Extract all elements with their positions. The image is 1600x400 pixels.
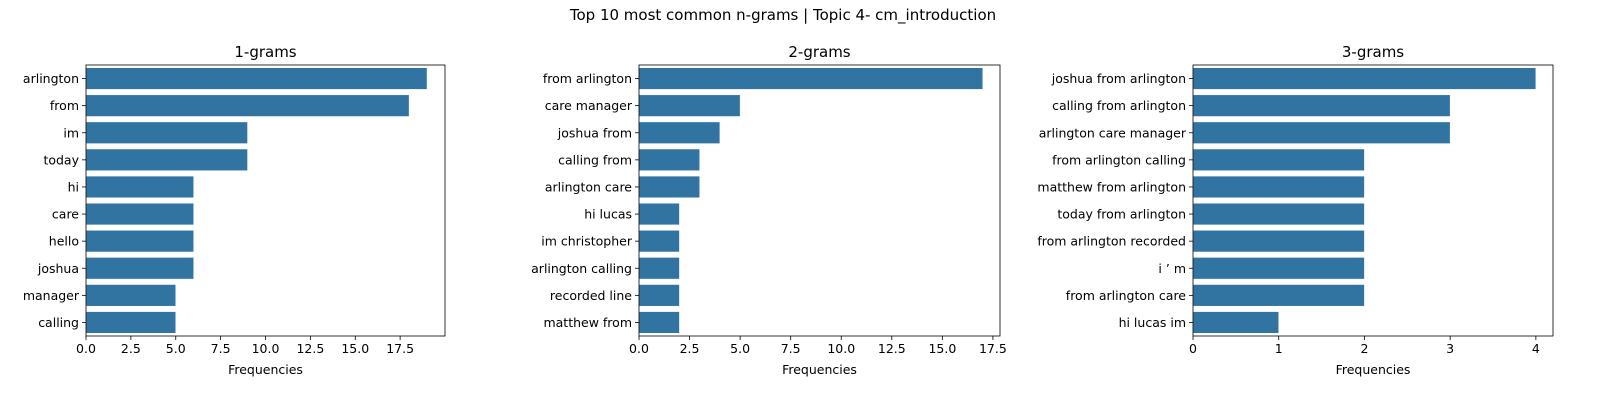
bar: [638, 67, 984, 90]
y-tick-label: care manager: [545, 98, 633, 113]
y-tick-label: from arlington: [543, 71, 632, 86]
y-tick-label: hi lucas: [584, 207, 632, 222]
x-tick-label: 2: [1360, 341, 1368, 356]
bar: [1192, 257, 1365, 280]
y-tick-label: joshua: [37, 261, 79, 276]
bar: [638, 175, 700, 199]
y-tick-label: joshua from: [557, 125, 632, 140]
y-tick-label: calling from: [558, 152, 632, 167]
y-tick-label: matthew from: [543, 315, 632, 330]
x-tick-label: 12.5: [878, 341, 906, 356]
x-tick-label: 5.0: [166, 341, 186, 356]
bar: [1192, 175, 1365, 199]
bar: [638, 121, 721, 144]
bar: [638, 257, 680, 280]
y-tick-label: im christopher: [541, 234, 633, 249]
x-tick-label: 0.0: [76, 341, 96, 356]
y-tick-label: from arlington recorded: [1037, 234, 1186, 249]
bar: [638, 284, 680, 307]
y-tick-label: from arlington calling: [1052, 152, 1186, 167]
x-tick-label: 1: [1275, 341, 1283, 356]
bar: [85, 175, 194, 199]
x-tick-label: 3: [1446, 341, 1454, 356]
x-axis-label: Frequencies: [1336, 362, 1411, 377]
bar: [1192, 94, 1451, 117]
bar: [1192, 230, 1365, 253]
x-tick-label: 17.5: [386, 341, 414, 356]
subplot-title: 1-grams: [234, 43, 296, 61]
bar: [1192, 284, 1365, 307]
axes-frame: [638, 64, 1001, 337]
bar: [638, 148, 700, 171]
x-tick-label: 5.0: [730, 341, 750, 356]
y-tick-label: i ’ m: [1158, 261, 1186, 276]
bar: [85, 284, 176, 307]
y-tick-label: hi lucas im: [1119, 315, 1186, 330]
subplot-title: 3-grams: [1342, 43, 1404, 61]
bar: [85, 67, 428, 90]
x-tick-label: 2.5: [680, 341, 700, 356]
y-tick-label: joshua from arlington: [1051, 71, 1186, 86]
bar: [638, 230, 680, 253]
x-tick-label: 0.0: [629, 341, 649, 356]
y-tick-label: calling: [38, 315, 79, 330]
bar: [85, 230, 194, 253]
x-tick-label: 0: [1189, 341, 1197, 356]
y-tick-label: arlington: [23, 71, 79, 86]
y-tick-label: manager: [23, 288, 80, 303]
x-tick-label: 15.0: [928, 341, 956, 356]
subplot-3: 3-grams joshua from arlington calling from…: [1037, 43, 1554, 377]
bar: [85, 121, 248, 144]
bar: [638, 311, 680, 334]
y-tick-label: arlington care: [545, 179, 632, 194]
x-tick-label: 2.5: [121, 341, 141, 356]
y-tick-label: arlington calling: [531, 261, 632, 276]
x-tick-label: 10.0: [827, 341, 855, 356]
bar: [85, 148, 248, 171]
y-tick-label: arlington care manager: [1039, 125, 1187, 140]
bar: [1192, 148, 1365, 171]
y-tick-label: recorded line: [550, 288, 632, 303]
subplot-1: 1-grams arlington from im today hi care hello jo…: [23, 43, 446, 377]
bar: [1192, 67, 1537, 90]
bar: [1192, 121, 1451, 144]
x-axis-label: Frequencies: [782, 362, 857, 377]
subplot-2: 2-grams from arlington care manager joshua …: [531, 43, 1007, 377]
bar: [638, 202, 680, 226]
y-tick-label: from arlington care: [1066, 288, 1187, 303]
bar: [85, 257, 194, 280]
bar: [1192, 202, 1365, 226]
y-tick-label: hi: [68, 179, 79, 194]
x-tick-label: 12.5: [296, 341, 324, 356]
bar: [85, 202, 194, 226]
y-tick-label: im: [63, 125, 79, 140]
bar: [85, 94, 410, 117]
subplot-title: 2-grams: [788, 43, 850, 61]
axes-frame: [1192, 64, 1554, 337]
axes-frame: [85, 64, 446, 337]
bar: [638, 94, 741, 117]
x-tick-label: 17.5: [979, 341, 1007, 356]
x-tick-label: 7.5: [781, 341, 801, 356]
x-axis-label: Frequencies: [228, 362, 303, 377]
figure-suptitle: Top 10 most common n-grams | Topic 4- cm…: [569, 6, 996, 25]
y-tick-label: hello: [49, 234, 79, 249]
y-tick-label: from: [50, 98, 79, 113]
bar: [85, 311, 176, 334]
y-tick-label: calling from arlington: [1052, 98, 1186, 113]
y-tick-label: matthew from arlington: [1037, 179, 1186, 194]
x-tick-label: 4: [1532, 341, 1540, 356]
y-tick-label: today: [43, 152, 79, 167]
bar: [1192, 311, 1279, 334]
y-tick-label: today from arlington: [1057, 207, 1186, 222]
x-tick-label: 7.5: [211, 341, 231, 356]
y-tick-label: care: [52, 207, 79, 222]
subplots: 1-grams arlington from im today hi care hello jo…: [23, 43, 1554, 377]
x-tick-label: 15.0: [341, 341, 369, 356]
x-tick-label: 10.0: [252, 341, 280, 356]
